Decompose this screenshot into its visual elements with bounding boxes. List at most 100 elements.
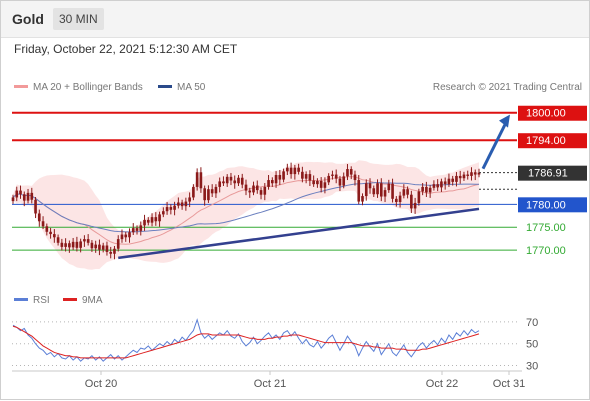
candle-body xyxy=(79,241,82,248)
candle-body xyxy=(210,189,214,194)
rsi-series-9ma xyxy=(12,325,480,359)
candle-body xyxy=(15,190,19,198)
candle-body xyxy=(357,180,361,202)
candle xyxy=(383,187,387,203)
candle xyxy=(210,184,214,197)
candle-body xyxy=(349,169,353,175)
candle-body xyxy=(278,175,282,180)
candle xyxy=(203,185,206,206)
candle xyxy=(368,178,372,194)
candle-body xyxy=(222,181,225,184)
candle xyxy=(41,216,45,230)
candle xyxy=(282,168,285,183)
candle xyxy=(162,207,165,218)
candle-body xyxy=(286,167,289,172)
candle xyxy=(308,170,312,186)
candle xyxy=(398,191,402,208)
candle xyxy=(410,190,413,214)
current-price-label: 1786.91 xyxy=(528,168,568,180)
candle-body xyxy=(11,197,15,202)
level-label-1794.00: 1794.00 xyxy=(526,135,566,147)
candle xyxy=(432,180,436,191)
candle-body xyxy=(297,167,300,172)
candle-body xyxy=(432,184,436,188)
candle-body xyxy=(180,202,184,207)
candle-body xyxy=(473,172,477,175)
candle xyxy=(428,185,432,198)
candle-body xyxy=(417,191,421,203)
candle-body xyxy=(331,174,334,176)
candle-body xyxy=(312,180,315,185)
candle xyxy=(116,235,120,252)
candle xyxy=(94,240,97,253)
candle xyxy=(421,183,424,196)
instrument-title: Gold xyxy=(12,11,44,27)
candle-body xyxy=(41,221,45,227)
legend-ma50-swatch xyxy=(158,85,172,88)
candle xyxy=(131,223,135,235)
rsi-tick-70: 70 xyxy=(526,317,538,329)
candle-body xyxy=(26,192,30,201)
level-tag-1800.00 xyxy=(518,105,587,121)
candle xyxy=(316,178,319,188)
candle xyxy=(301,166,304,183)
candle-body xyxy=(462,174,466,179)
candle xyxy=(113,245,116,260)
candle xyxy=(64,238,67,252)
candle-body xyxy=(263,186,267,195)
candle-body xyxy=(470,172,473,176)
candle xyxy=(338,175,342,192)
candle-body xyxy=(376,183,379,195)
candle-body xyxy=(406,189,409,195)
candle-body xyxy=(139,225,143,231)
credit-text: Research © 2021 Trading Central xyxy=(433,82,582,93)
candle xyxy=(248,187,252,198)
candle xyxy=(436,179,439,192)
candle xyxy=(218,177,222,193)
timestamp: Friday, October 22, 2021 5:12:30 AM CET xyxy=(14,42,238,56)
candle-body xyxy=(338,178,342,186)
candle xyxy=(207,185,210,203)
candle-body xyxy=(248,190,252,193)
candle xyxy=(455,172,458,187)
level-label-1780.00: 1780.00 xyxy=(526,199,566,211)
legend-ma50-label: MA 50 xyxy=(177,82,206,93)
candle xyxy=(19,185,22,199)
candle xyxy=(53,229,56,243)
candle-body xyxy=(368,183,372,189)
candle xyxy=(177,197,180,209)
candle xyxy=(319,177,323,193)
candle xyxy=(86,234,90,246)
time-axis: Oct 20 Oct 21 Oct 22 Oct 31 xyxy=(85,371,525,390)
legend-rsi-label: RSI xyxy=(33,295,50,306)
candle xyxy=(109,246,113,259)
timeframe-badge[interactable]: 30 MIN xyxy=(53,8,104,30)
candle-body xyxy=(109,251,113,254)
candle-body xyxy=(60,242,64,247)
ma50-line xyxy=(12,182,480,233)
candle-body xyxy=(49,231,52,235)
candle-body xyxy=(398,195,402,203)
candle-body xyxy=(37,213,41,222)
candle-body xyxy=(135,228,139,231)
candle-body xyxy=(162,211,165,215)
candle-body xyxy=(124,234,128,238)
candle xyxy=(195,168,199,191)
rsi-tick-30: 30 xyxy=(526,361,538,373)
candle xyxy=(334,169,338,184)
candle-body xyxy=(173,205,176,210)
candle-body xyxy=(120,234,124,240)
candle xyxy=(26,188,30,204)
price-layer: 1800.00 1794.00 1780.00 1775.00 1770.00 1786.… xyxy=(11,105,587,270)
candle-body xyxy=(421,186,424,192)
candle xyxy=(402,184,406,199)
candle-body xyxy=(30,192,34,200)
candle xyxy=(98,239,101,256)
candle-body xyxy=(143,219,146,226)
candle xyxy=(353,170,357,186)
candle-body xyxy=(413,202,417,209)
candle xyxy=(304,171,308,184)
candle-body xyxy=(229,176,233,181)
candle-body xyxy=(428,187,432,193)
